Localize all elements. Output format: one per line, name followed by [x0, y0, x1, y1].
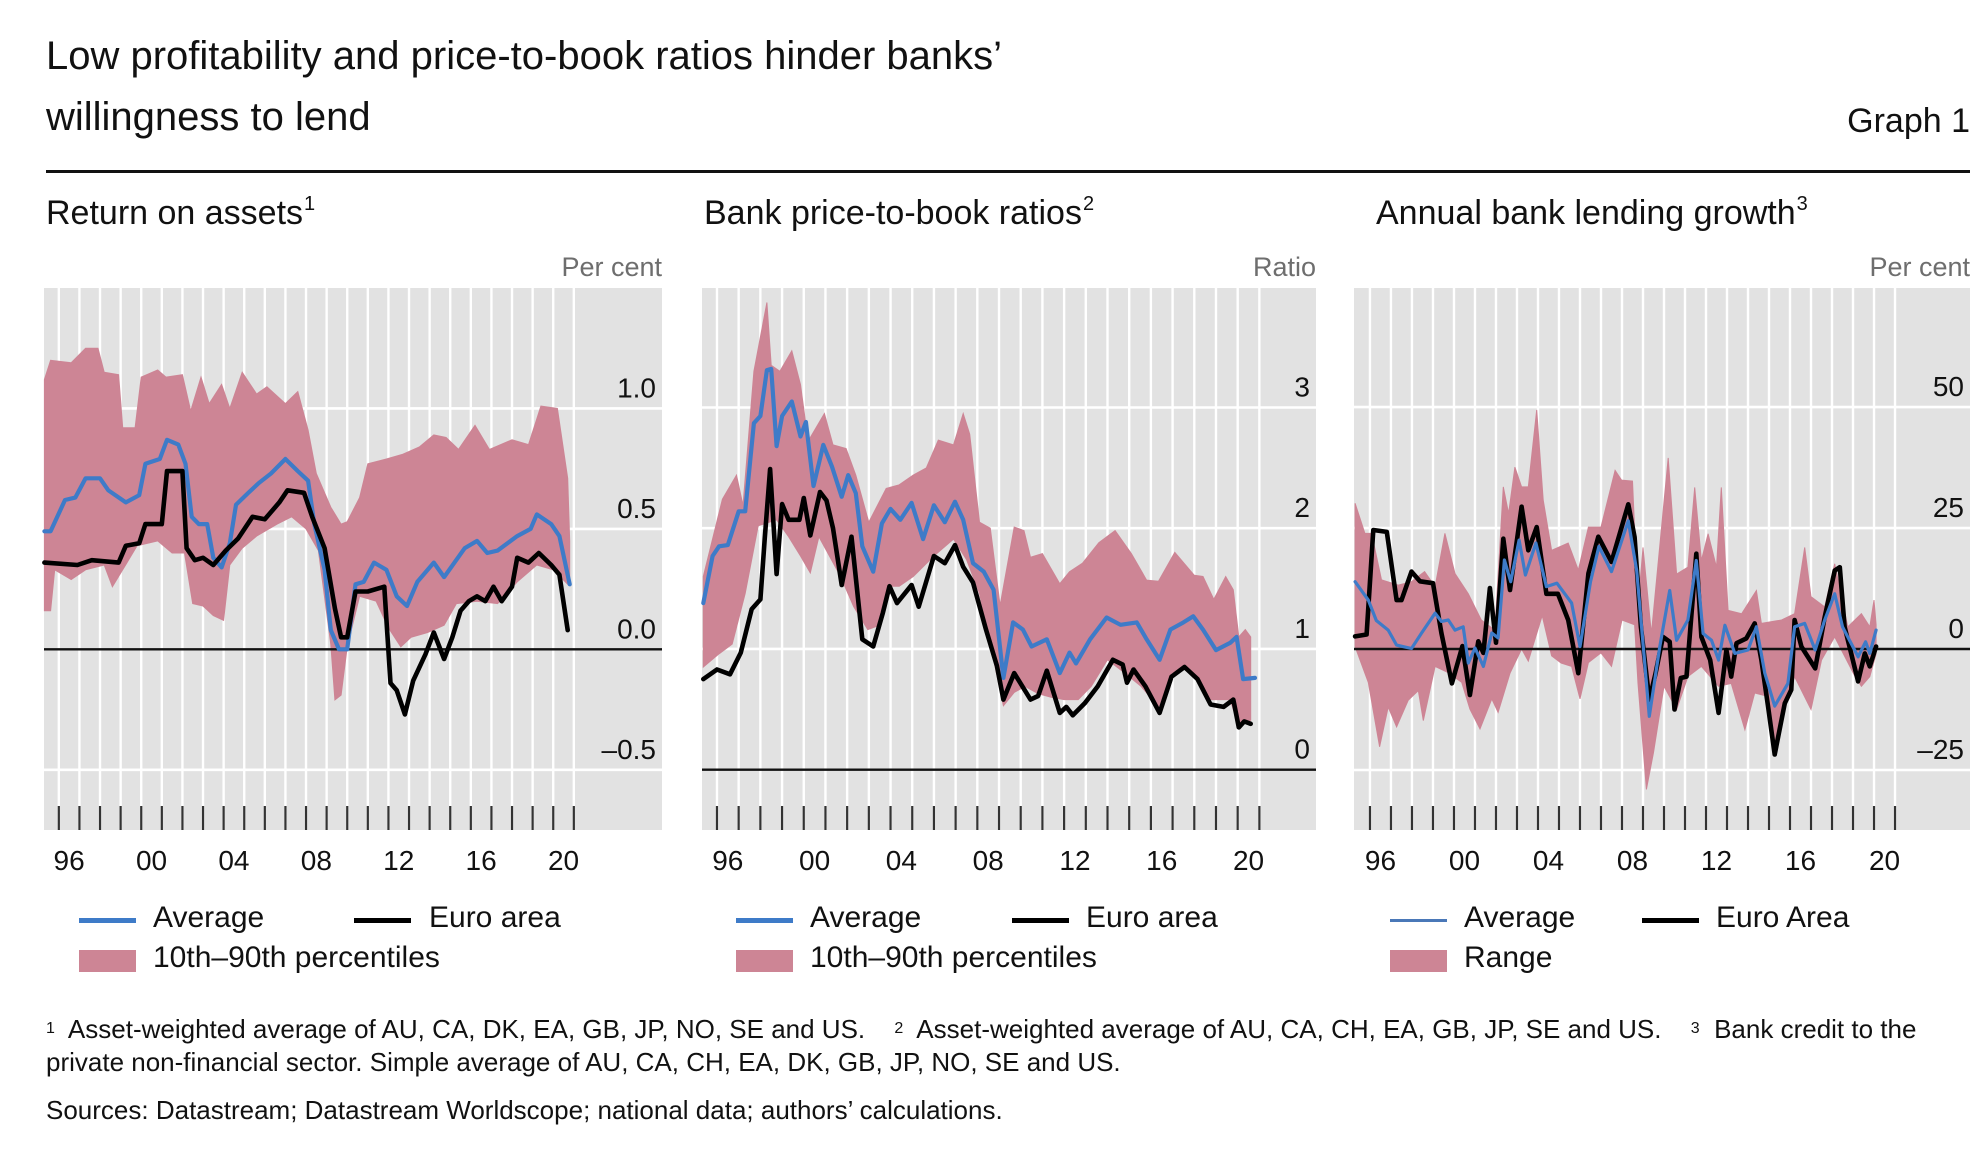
x-tick-label: 12 — [1701, 845, 1732, 876]
legend-average-swatch — [736, 918, 793, 923]
y-tick-label: –0.5 — [602, 734, 657, 765]
panel-3-unit-label: Per cent — [1869, 252, 1970, 282]
legend-average-label: Average — [1464, 901, 1576, 934]
y-tick-label: 0 — [1294, 734, 1310, 765]
header-rule — [46, 170, 1970, 173]
legend-euro-area-label: Euro area — [1086, 901, 1218, 934]
legend-range-swatch — [1390, 950, 1447, 972]
panel-3-title: Annual bank lending growth3 — [1376, 193, 1808, 232]
footnote-2-text: Asset-weighted average of AU, CA, CH, EA… — [916, 1014, 1662, 1044]
y-tick-label: 25 — [1933, 492, 1964, 523]
x-tick-label: 20 — [1869, 845, 1900, 876]
legend-average-swatch — [1390, 919, 1447, 922]
y-tick-label: 1 — [1294, 613, 1310, 644]
graph-title-line-2: willingness to lend — [46, 95, 371, 139]
x-tick-label: 20 — [1233, 845, 1264, 876]
legend-band-swatch — [736, 950, 793, 972]
legend-average-swatch — [79, 918, 136, 923]
legend-band-label: 10th–90th percentiles — [153, 941, 440, 974]
x-tick-label: 96 — [712, 845, 743, 876]
footnote-1-marker: 1 — [46, 1020, 55, 1037]
footnote-3-marker: 3 — [1690, 1020, 1700, 1037]
y-tick-label: 1.0 — [617, 372, 656, 403]
x-tick-label: 04 — [218, 845, 249, 876]
panel-2-footnote-ref: 2 — [1082, 193, 1095, 215]
x-tick-label: 16 — [1146, 845, 1177, 876]
legend-euro-area-swatch — [1012, 918, 1069, 923]
panel-3-footnote-ref: 3 — [1796, 193, 1808, 215]
y-tick-label: –25 — [1917, 734, 1964, 765]
panel-1-unit-label: Per cent — [561, 252, 662, 282]
x-tick-label: 96 — [1365, 845, 1396, 876]
legend-average-label: Average — [810, 901, 922, 934]
series-line-average — [1353, 519, 1878, 718]
panel-1-footnote-ref: 1 — [304, 193, 316, 215]
panel-1-plot: 1.0 0.5 0.0 –0.5 96 00 04 08 12 16 20 — [42, 288, 662, 876]
x-tick-label: 04 — [886, 845, 917, 876]
y-tick-label: 0 — [1948, 613, 1964, 644]
panel-1-title: Return on assets1 — [46, 193, 316, 232]
x-tick-label: 16 — [466, 845, 497, 876]
x-tick-label: 12 — [383, 845, 414, 876]
y-tick-label: 3 — [1294, 372, 1310, 403]
x-tick-label: 08 — [1617, 845, 1648, 876]
x-tick-label: 96 — [54, 845, 85, 876]
footnote-1-text: Asset-weighted average of AU, CA, DK, EA… — [67, 1014, 866, 1044]
legend-average-label: Average — [153, 901, 265, 934]
panel-2-title: Bank price-to-book ratios2 — [704, 193, 1095, 232]
band-area-10th-90th-percentiles — [43, 347, 571, 701]
footnotes: 1 Asset-weighted average of AU, CA, DK, … — [46, 1013, 1971, 1079]
x-tick-label: 20 — [548, 845, 579, 876]
x-tick-label: 00 — [799, 845, 830, 876]
x-tick-label: 12 — [1059, 845, 1090, 876]
legend-euro-area-swatch — [354, 918, 411, 923]
x-tick-label: 04 — [1533, 845, 1564, 876]
panel-1-title-text: Return on assets — [46, 194, 304, 232]
x-tick-label: 08 — [973, 845, 1004, 876]
footnote-3-text: Bank credit to the private non-financial… — [46, 1014, 1917, 1077]
panel-3-title-text: Annual bank lending growth — [1376, 194, 1796, 232]
panel-2-unit-label: Ratio — [1252, 252, 1316, 282]
legend-band-swatch — [79, 950, 136, 972]
series-line-average — [701, 366, 1258, 682]
series-line-average — [42, 437, 572, 652]
footnote-2-marker: 2 — [894, 1020, 904, 1037]
x-tick-label: 00 — [136, 845, 167, 876]
x-tick-label: 08 — [301, 845, 332, 876]
legend-euro-area-label: Euro area — [429, 901, 561, 934]
legend-euro-area-swatch — [1642, 918, 1699, 923]
series-line-euro-area — [42, 468, 571, 717]
y-tick-label: 0.5 — [617, 493, 656, 524]
y-tick-label: 2 — [1294, 492, 1310, 523]
panel-2-title-text: Bank price-to-book ratios — [704, 194, 1082, 232]
legend-euro-area-label: Euro Area — [1716, 901, 1850, 934]
x-tick-label: 00 — [1449, 845, 1480, 876]
y-tick-label: 50 — [1933, 371, 1964, 402]
panel-3-plot: 50 25 0 –25 96 00 04 08 12 16 20 — [1352, 288, 1970, 876]
graph-number-label: Graph 1 — [1847, 102, 1970, 140]
y-tick-label: 0.0 — [617, 613, 656, 644]
sources-note: Sources: Datastream; Datastream Worldsco… — [46, 1095, 1003, 1125]
graph-title-line-1: Low profitability and price-to-book rati… — [46, 34, 1003, 78]
x-tick-label: 16 — [1785, 845, 1816, 876]
series-line-euro-area — [700, 466, 1253, 730]
band-area-range — [1354, 409, 1877, 790]
legend-band-label: 10th–90th percentiles — [810, 941, 1097, 974]
legend-range-label: Range — [1464, 941, 1553, 974]
panel-2-plot: 3 2 1 0 96 00 04 08 12 16 20 — [700, 288, 1316, 876]
